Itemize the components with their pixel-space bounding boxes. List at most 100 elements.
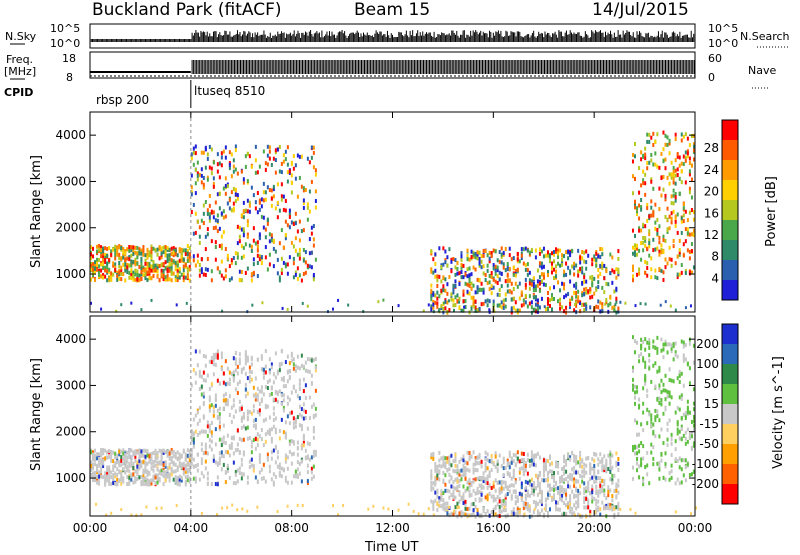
echo-cell: [675, 137, 677, 141]
echo-cell: [521, 458, 523, 462]
echo-cell: [507, 267, 509, 271]
echo-cell: [687, 137, 689, 141]
echo-cell: [531, 311, 533, 315]
echo-cell: [650, 153, 652, 157]
echo-cell: [263, 371, 265, 375]
echo-cell: [100, 448, 102, 452]
echo-cell: [485, 299, 487, 303]
echo-cell: [677, 152, 679, 156]
echo-cell: [267, 145, 269, 149]
echo-cell: [132, 278, 134, 282]
echo-cell: [231, 153, 233, 157]
echo-cell: [517, 457, 519, 461]
echo-cell: [275, 475, 277, 479]
colorbar-swatch: [722, 280, 738, 301]
echo-cell: [100, 262, 102, 266]
echo-cell: [444, 306, 446, 310]
echo-cell: [203, 416, 205, 420]
echo-cell: [632, 268, 634, 272]
echo-cell: [295, 474, 297, 478]
echo-cell: [432, 303, 434, 307]
echo-cell: [450, 475, 452, 479]
echo-cell: [503, 480, 505, 484]
echo-cell: [513, 306, 515, 310]
echo-cell: [569, 458, 571, 462]
echo-cell: [267, 154, 269, 158]
echo-cell: [279, 436, 281, 440]
echo-cell: [303, 402, 305, 406]
echo-cell: [209, 166, 211, 170]
ground-scatter-cell: [579, 302, 581, 305]
colorbar-tick-label: 20: [704, 185, 719, 199]
echo-cell: [271, 188, 273, 192]
echo-cell: [513, 256, 515, 260]
echo-cell: [497, 481, 499, 485]
echo-cell: [689, 169, 691, 173]
echo-cell: [229, 206, 231, 210]
echo-cell: [299, 383, 301, 387]
echo-cell: [263, 149, 265, 153]
echo-cell: [205, 146, 207, 150]
echo-cell: [537, 298, 539, 302]
echo-cell: [217, 213, 219, 217]
echo-cell: [573, 466, 575, 470]
echo-cell: [671, 194, 673, 198]
echo-cell: [557, 299, 559, 303]
echo-cell: [261, 261, 263, 265]
echo-cell: [569, 477, 571, 481]
echo-cell: [237, 252, 239, 256]
echo-cell: [460, 457, 462, 461]
echo-cell: [116, 274, 118, 278]
echo-cell: [233, 256, 235, 260]
echo-cell: [223, 399, 225, 403]
echo-cell: [311, 232, 313, 236]
echo-cell: [205, 446, 207, 450]
echo-cell: [561, 305, 563, 309]
echo-cell: [521, 492, 523, 496]
echo-cell: [471, 255, 473, 259]
echo-cell: [547, 297, 549, 301]
echo-cell: [229, 378, 231, 382]
echo-cell: [239, 270, 241, 274]
echo-cell: [161, 449, 163, 453]
ground-scatter-cell: [665, 300, 667, 303]
echo-cell: [313, 224, 315, 228]
echo-cell: [315, 189, 317, 193]
echo-cell: [683, 213, 685, 217]
echo-cell: [247, 409, 249, 413]
echo-cell: [529, 271, 531, 275]
echo-cell: [94, 462, 96, 466]
echo-cell: [305, 260, 307, 264]
echo-cell: [467, 249, 469, 253]
echo-cell: [203, 392, 205, 396]
echo-cell: [503, 266, 505, 270]
echo-cell: [110, 482, 112, 486]
echo-cell: [237, 428, 239, 432]
echo-cell: [539, 261, 541, 265]
echo-cell: [237, 468, 239, 472]
echo-cell: [305, 188, 307, 192]
echo-cell: [575, 286, 577, 290]
echo-cell: [281, 393, 283, 397]
echo-cell: [450, 493, 452, 497]
echo-cell: [311, 156, 313, 160]
echo-cell: [138, 265, 140, 269]
echo-cell: [483, 254, 485, 258]
echo-cell: [483, 476, 485, 480]
echo-cell: [311, 470, 313, 474]
echo-cell: [481, 460, 483, 464]
echo-cell: [301, 185, 303, 189]
echo-cell: [503, 460, 505, 464]
echo-cell: [281, 362, 283, 366]
echo-cell: [571, 264, 573, 268]
echo-cell: [545, 254, 547, 258]
echo-cell: [577, 295, 579, 299]
echo-cell: [563, 273, 565, 277]
echo-cell: [583, 474, 585, 478]
echo-cell: [573, 455, 575, 459]
echo-cell: [235, 261, 237, 265]
echo-region: [90, 448, 191, 487]
echo-cell: [444, 289, 446, 293]
echo-cell: [547, 291, 549, 295]
echo-cell: [271, 450, 273, 454]
